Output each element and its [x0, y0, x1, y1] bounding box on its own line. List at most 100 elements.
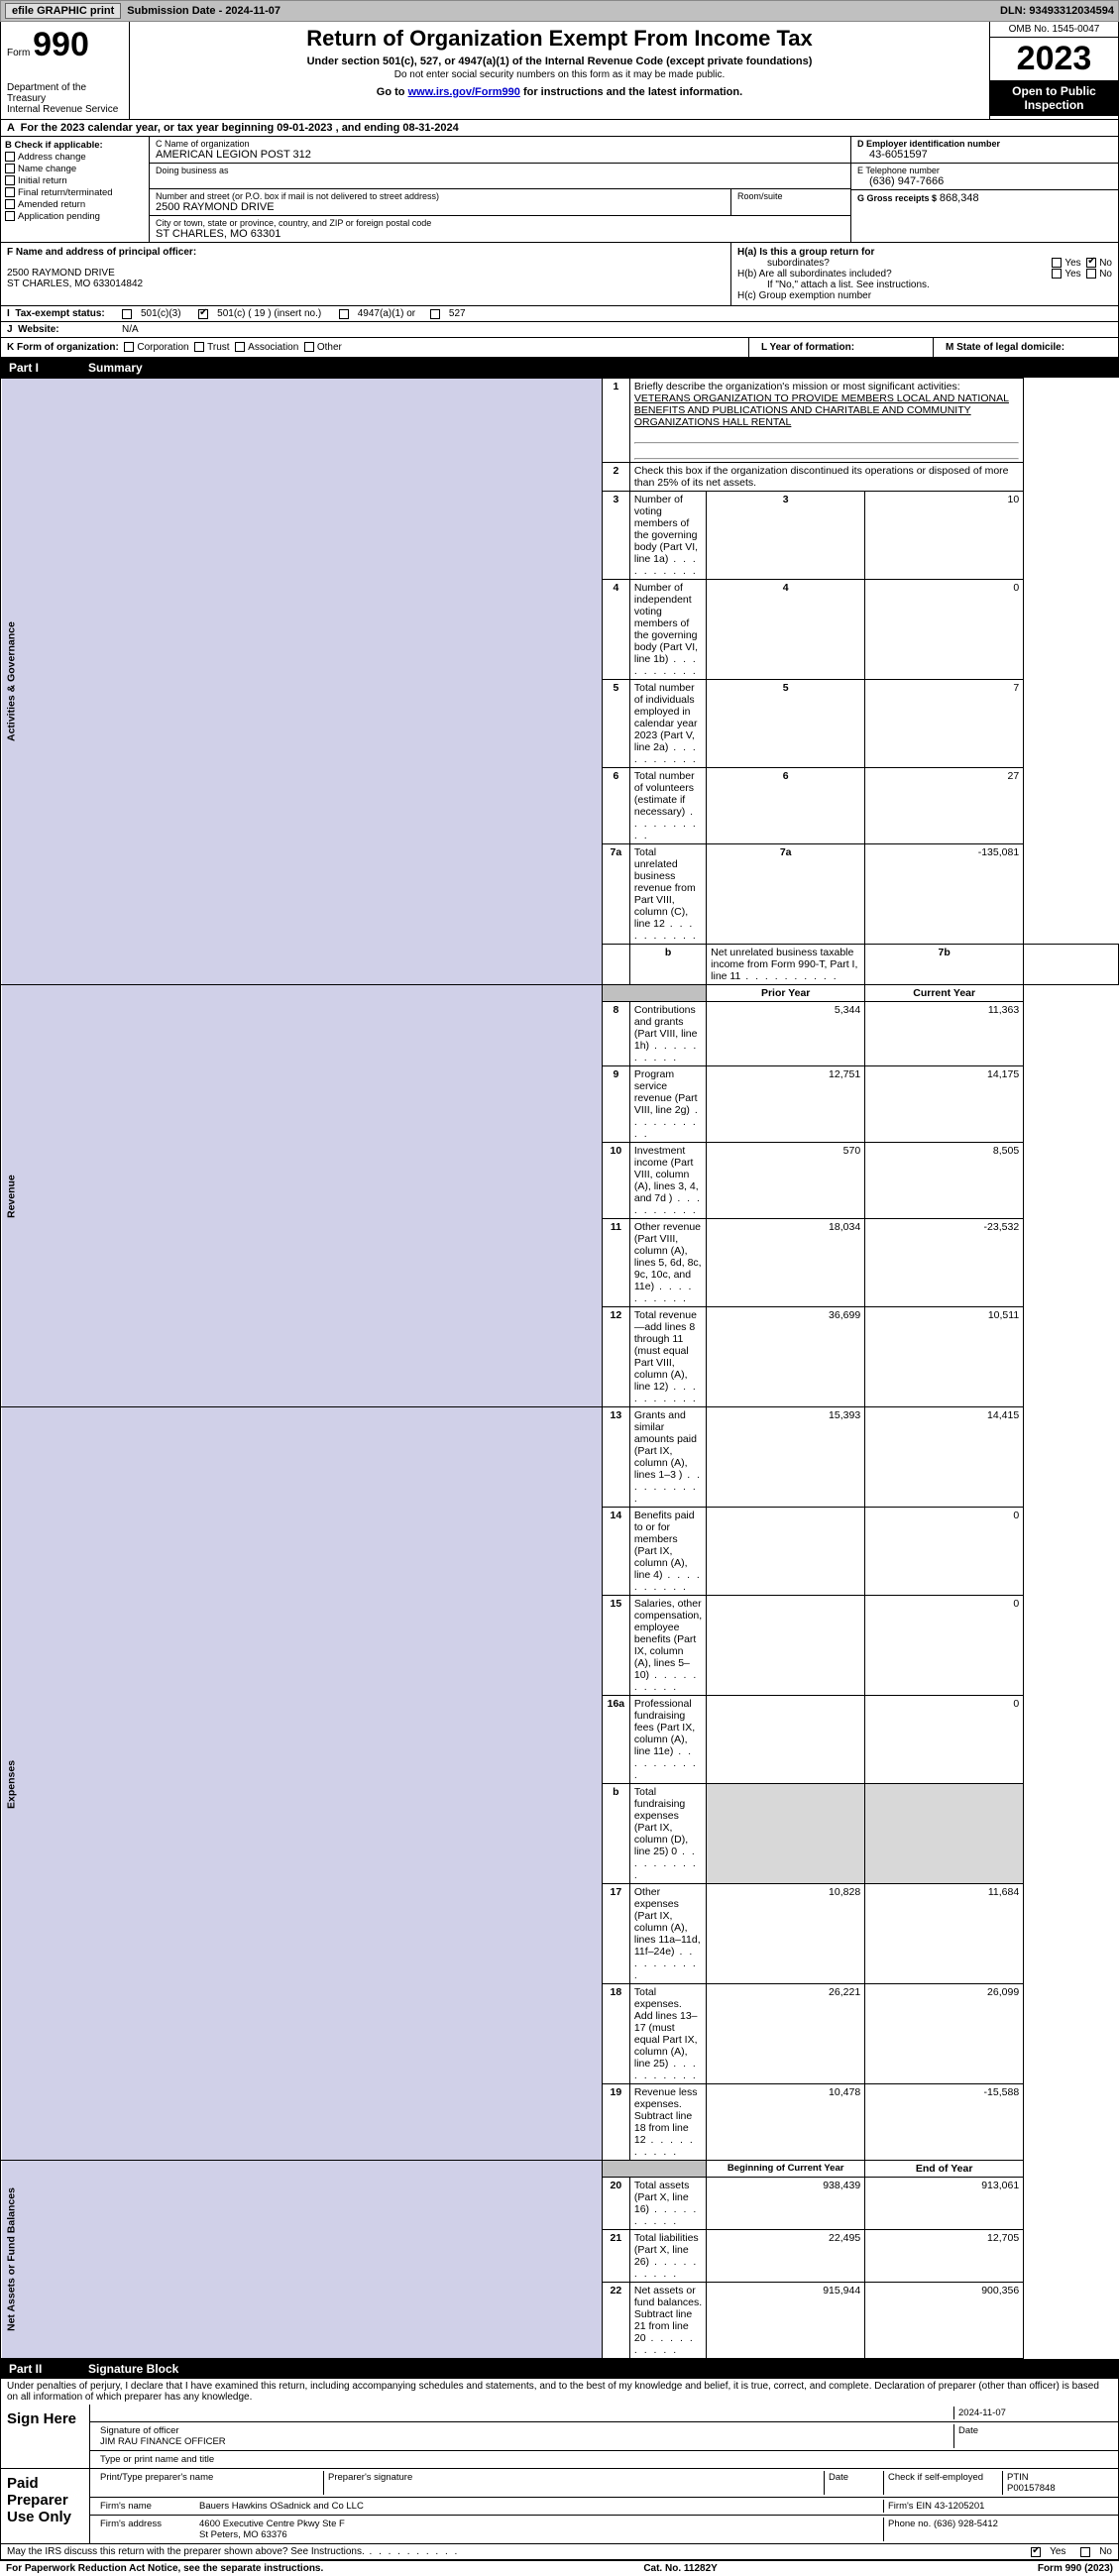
part2-num: Part II — [9, 2362, 68, 2376]
prep-sig-label: Preparer's signature — [324, 2471, 825, 2495]
box-b: B Check if applicable: Address change Na… — [1, 137, 150, 242]
chk-corp[interactable] — [124, 342, 134, 352]
chk-527[interactable] — [430, 309, 440, 319]
block-f-h: F Name and address of principal officer:… — [0, 243, 1119, 306]
type-name-label: Type or print name and title — [96, 2453, 218, 2466]
chk-assoc[interactable] — [235, 342, 245, 352]
irs-label: Internal Revenue Service — [7, 104, 123, 115]
officer-addr1: 2500 RAYMOND DRIVE — [7, 268, 725, 279]
firm-ein-label: Firm's EIN — [888, 2501, 932, 2512]
side-activities: Activities & Governance — [1, 379, 603, 985]
form-title: Return of Organization Exempt From Incom… — [136, 26, 983, 52]
box-b-title: B Check if applicable: — [5, 140, 145, 151]
part2-header: Part II Signature Block — [0, 2359, 1119, 2379]
top-toolbar: efile GRAPHIC print Submission Date - 20… — [0, 0, 1119, 22]
room-label: Room/suite — [737, 191, 844, 201]
col-end: End of Year — [865, 2161, 1024, 2178]
phone-label: E Telephone number — [857, 166, 1112, 175]
chk-501c[interactable] — [198, 309, 208, 319]
calendar-text: For the 2023 calendar year, or tax year … — [21, 122, 459, 134]
chk-4947[interactable] — [339, 309, 349, 319]
side-netassets: Net Assets or Fund Balances — [1, 2161, 603, 2359]
hb-no[interactable] — [1086, 269, 1096, 279]
discuss-yes[interactable] — [1031, 2547, 1041, 2557]
chk-other[interactable] — [304, 342, 314, 352]
street: 2500 RAYMOND DRIVE — [156, 201, 725, 213]
box-klm: K Form of organization: Corporation Trus… — [0, 338, 1119, 358]
header-left: Form 990 Department of the Treasury Inte… — [1, 22, 130, 119]
goto-line: Go to www.irs.gov/Form990 for instructio… — [136, 86, 983, 98]
gross-label: G Gross receipts $ — [857, 193, 937, 203]
discuss-no[interactable] — [1080, 2547, 1090, 2557]
part1-header: Part I Summary — [0, 358, 1119, 378]
box-l: L Year of formation: — [755, 338, 934, 357]
chk-address-change[interactable]: Address change — [5, 152, 145, 163]
ha-sub: subordinates? — [737, 258, 830, 269]
col-begin: Beginning of Current Year — [707, 2161, 865, 2178]
discuss-label: May the IRS discuss this return with the… — [7, 2546, 1025, 2557]
gross-receipts: 868,348 — [940, 192, 979, 204]
efile-print-button[interactable]: efile GRAPHIC print — [5, 3, 121, 19]
form-number: 990 — [33, 26, 89, 63]
summary-table: Activities & Governance 1 Briefly descri… — [0, 378, 1119, 2359]
box-j: J Website: N/A — [0, 322, 1119, 338]
box-c: C Name of organization AMERICAN LEGION P… — [150, 137, 850, 242]
hb-note: If "No," attach a list. See instructions… — [737, 280, 1112, 290]
city: ST CHARLES, MO 63301 — [156, 228, 844, 240]
self-employed[interactable]: Check if self-employed — [888, 2472, 983, 2483]
part2-title: Signature Block — [88, 2362, 178, 2376]
ssn-note: Do not enter social security numbers on … — [136, 69, 983, 80]
form-subtitle: Under section 501(c), 527, or 4947(a)(1)… — [136, 56, 983, 67]
box-h: H(a) Is this a group return for subordin… — [731, 243, 1118, 305]
firm-addr2: St Peters, MO 63376 — [199, 2529, 287, 2540]
prep-date-label: Date — [825, 2471, 884, 2495]
dln: DLN: 93493312034594 — [1000, 5, 1114, 17]
chk-app-pending[interactable]: Application pending — [5, 211, 145, 222]
tax-year: 2023 — [990, 38, 1118, 80]
hb-yes[interactable] — [1052, 269, 1062, 279]
dept-treasury: Department of the Treasury — [7, 82, 123, 104]
hc-label: H(c) Group exemption number — [737, 290, 1112, 301]
open-inspection: Open to Public Inspection — [990, 80, 1118, 116]
chk-501c3[interactable] — [122, 309, 132, 319]
irs-link[interactable]: www.irs.gov/Form990 — [408, 86, 520, 98]
box-f-label: F Name and address of principal officer: — [7, 247, 725, 258]
part1-title: Summary — [88, 361, 143, 375]
declaration: Under penalties of perjury, I declare th… — [0, 2379, 1119, 2405]
officer-addr2: ST CHARLES, MO 633014842 — [7, 279, 725, 289]
goto-pre: Go to — [377, 86, 408, 98]
sig-date: 2024-11-07 — [953, 2407, 1112, 2419]
ha-yes[interactable] — [1052, 258, 1062, 268]
firm-phone-label: Phone no. — [888, 2519, 931, 2529]
chk-trust[interactable] — [194, 342, 204, 352]
side-expenses: Expenses — [1, 1407, 603, 2161]
submission-date: Submission Date - 2024-11-07 — [127, 5, 280, 17]
box-k-label: K Form of organization: — [7, 342, 119, 353]
chk-initial-return[interactable]: Initial return — [5, 175, 145, 186]
omb-number: OMB No. 1545-0047 — [990, 22, 1118, 38]
paid-preparer-label: Paid Preparer Use Only — [1, 2469, 90, 2543]
ein-label: D Employer identification number — [857, 139, 1112, 149]
dba-label: Doing business as — [156, 166, 844, 175]
form-header: Form 990 Department of the Treasury Inte… — [0, 22, 1119, 120]
col-prior: Prior Year — [707, 985, 865, 1002]
ha-no[interactable] — [1086, 258, 1096, 268]
chk-name-change[interactable]: Name change — [5, 164, 145, 174]
chk-amended[interactable]: Amended return — [5, 199, 145, 210]
sig-officer-label: Signature of officer — [100, 2425, 179, 2436]
block-bcdeg: B Check if applicable: Address change Na… — [0, 137, 1119, 243]
footer-mid: Cat. No. 11282Y — [643, 2563, 717, 2574]
street-label: Number and street (or P.O. box if mail i… — [156, 191, 725, 201]
chk-final-return[interactable]: Final return/terminated — [5, 187, 145, 198]
box-i: I Tax-exempt status: 501(c)(3) 501(c) ( … — [0, 306, 1119, 322]
firm-phone: (636) 928-5412 — [934, 2519, 998, 2529]
header-mid: Return of Organization Exempt From Incom… — [130, 22, 989, 119]
ha-label: H(a) Is this a group return for — [737, 247, 874, 258]
firm-ein: 43-1205201 — [935, 2501, 985, 2512]
sign-here-label: Sign Here — [1, 2405, 90, 2468]
footer-right: Form 990 (2023) — [1038, 2563, 1113, 2574]
firm-addr-label: Firm's address — [96, 2518, 195, 2541]
date-label: Date — [953, 2424, 1112, 2448]
officer-name: JIM RAU FINANCE OFFICER — [100, 2436, 226, 2447]
ein: 43-6051597 — [857, 149, 1112, 161]
